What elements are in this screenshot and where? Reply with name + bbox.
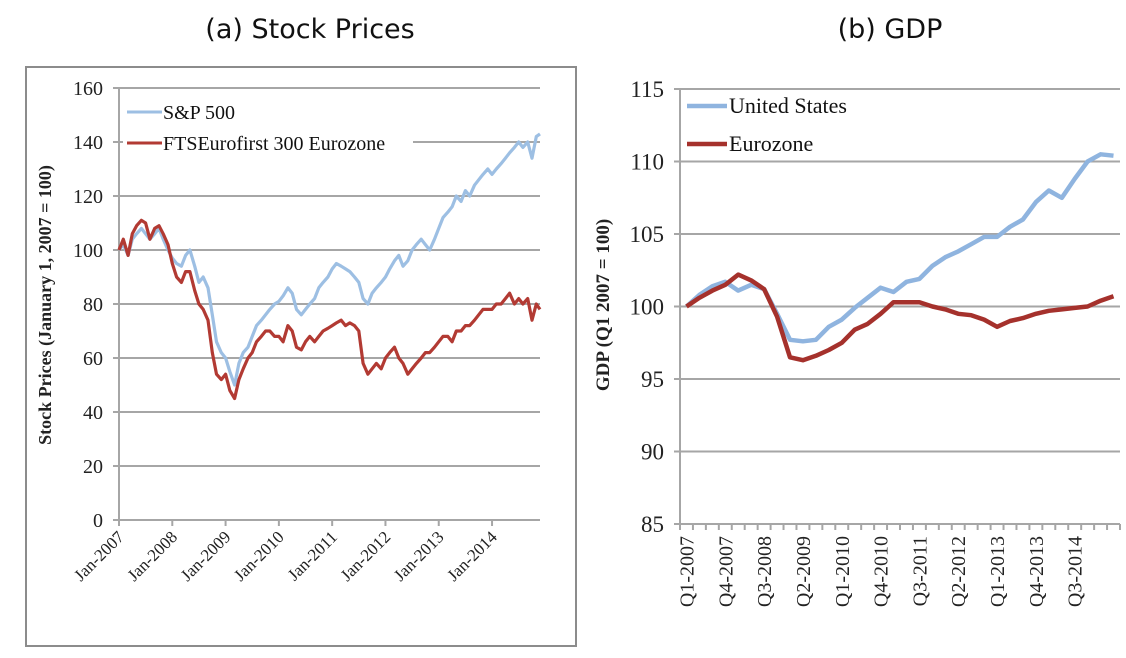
y-tick-label: 0 (93, 510, 103, 532)
y-tick-label: 160 (73, 78, 103, 100)
stock-y-axis-ticks: 0 20 40 60 80 100 120 140 160 (73, 78, 119, 532)
gdp-title: (b) GDP (837, 14, 943, 45)
series-line-ftseurofirst-300-eurozone (117, 218, 542, 401)
legend-label-s-p-500: S&P 500 (163, 102, 235, 124)
stock-y-axis-label: Stock Prices (January 1, 2007 = 100) (35, 165, 56, 445)
y-tick-label: 60 (83, 348, 103, 370)
legend-background (123, 131, 413, 157)
legend-label-ftseurofirst-300-eurozone: FTSEurofirst 300 Eurozone (163, 133, 385, 155)
y-tick-label: 100 (73, 240, 103, 262)
series-line-s-p-500 (117, 132, 541, 387)
y-tick-label: 20 (83, 456, 103, 478)
stock-series-lines (117, 132, 542, 401)
y-tick-label: 40 (83, 402, 103, 424)
legend-background (123, 100, 413, 126)
y-tick-label: 80 (83, 294, 103, 316)
y-tick-label: 140 (73, 132, 103, 154)
stock-legend: S&P 500 FTSEurofirst 300 Eurozone (123, 100, 413, 157)
y-tick-label: 120 (73, 186, 103, 208)
stock-chart-frame (25, 66, 577, 647)
stock-prices-title: (a) Stock Prices (205, 14, 415, 45)
